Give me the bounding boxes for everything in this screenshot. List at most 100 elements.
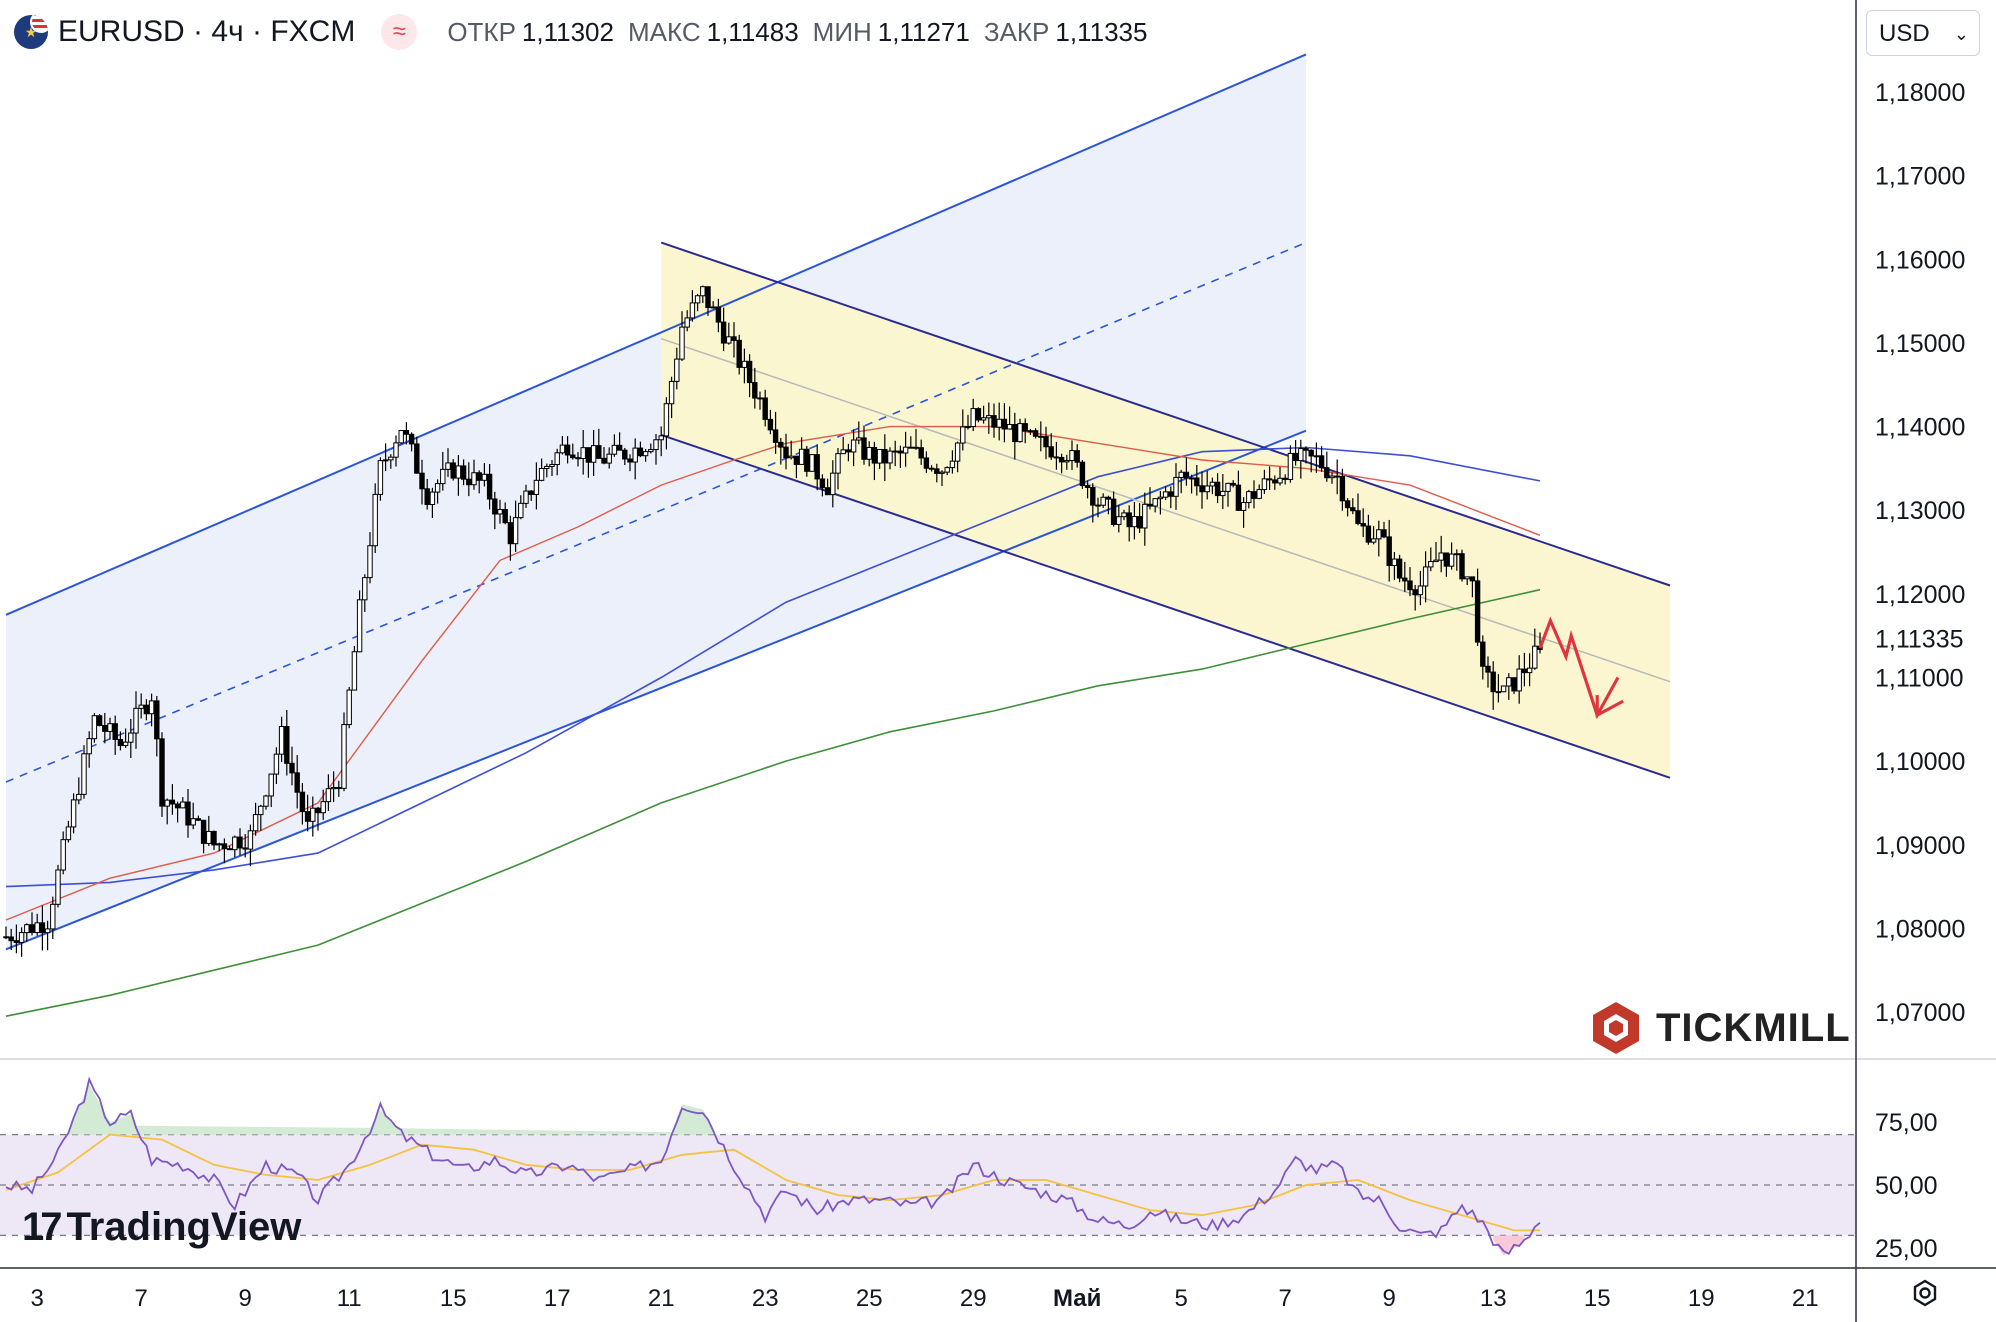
candle: [1147, 503, 1153, 507]
candle: [502, 509, 508, 524]
candle: [845, 449, 852, 453]
rising-channel-fill: [6, 54, 1306, 950]
candle: [908, 446, 914, 449]
candle: [24, 924, 30, 934]
candles: [3, 285, 1543, 957]
candle: [284, 726, 290, 764]
candle: [585, 447, 592, 463]
candle: [1396, 558, 1403, 579]
candle: [96, 715, 103, 726]
candle: [195, 818, 202, 821]
candle: [783, 446, 789, 459]
candle: [81, 753, 87, 795]
ma-mid-line: [5, 446, 1541, 888]
candle: [50, 903, 56, 930]
chevron-down-icon: ⌄: [1953, 24, 1969, 44]
wave-icon[interactable]: ≈: [381, 14, 418, 50]
candle: [1053, 456, 1060, 459]
ma-slow-line: [5, 588, 1541, 1017]
rising-channel-lower: [5, 429, 1307, 951]
time-tick-label: 3: [31, 1285, 44, 1312]
candle: [1012, 424, 1018, 443]
symbol-title[interactable]: EURUSD · 4ч · FXCM: [58, 15, 356, 48]
candle: [1272, 479, 1278, 484]
ma-fast-line: [5, 425, 1541, 921]
candle: [674, 358, 680, 382]
candle: [76, 793, 82, 801]
candle: [304, 811, 311, 822]
candle: [1142, 503, 1148, 529]
candle: [1495, 691, 1502, 694]
candle: [299, 791, 306, 813]
gear-icon[interactable]: [1910, 1278, 1940, 1308]
time-tick-label: 7: [135, 1285, 148, 1312]
candle: [1084, 485, 1091, 488]
currency-select[interactable]: USD ⌄: [1866, 10, 1980, 56]
candle: [928, 467, 935, 470]
candle: [850, 439, 857, 453]
candle: [991, 415, 997, 428]
candle: [1402, 577, 1408, 582]
price-tick-label: 1,08000: [1875, 915, 1965, 943]
time-tick-label: 15: [1584, 1285, 1611, 1312]
candle: [538, 467, 545, 481]
candle: [653, 439, 659, 451]
candle: [1521, 668, 1528, 674]
candle: [1318, 455, 1325, 469]
candle: [679, 326, 685, 360]
main-pane[interactable]: [3, 53, 1671, 1017]
candle: [70, 799, 77, 828]
candle: [325, 788, 332, 803]
candle: [1526, 667, 1533, 674]
candle: [512, 517, 519, 545]
candle: [1220, 490, 1226, 497]
candle: [39, 922, 46, 934]
candle: [892, 450, 898, 453]
candle: [887, 450, 893, 464]
candle: [1443, 552, 1450, 567]
candle: [440, 468, 446, 485]
candle: [1360, 523, 1366, 527]
candle: [1038, 435, 1044, 438]
time-tick-label: 23: [752, 1285, 779, 1312]
candle: [778, 441, 784, 448]
candle: [1230, 482, 1236, 486]
candle: [1188, 477, 1195, 480]
candle: [362, 577, 368, 601]
candle: [320, 801, 326, 814]
ohlc-close-value: 1,11335: [1055, 16, 1148, 47]
time-tick-label: 21: [648, 1285, 675, 1312]
rsi-pane[interactable]: [0, 1076, 1856, 1256]
candle: [273, 753, 280, 775]
tickmill-text: TICKMILL: [1656, 1005, 1851, 1050]
time-tick-label: 9: [239, 1285, 252, 1312]
candle: [804, 448, 810, 472]
candle: [1454, 553, 1460, 556]
candle: [1506, 677, 1512, 687]
candle: [1329, 475, 1335, 479]
time-tick-label: 15: [440, 1285, 467, 1312]
candle: [1308, 449, 1314, 457]
candle: [91, 715, 98, 740]
candle: [533, 479, 540, 495]
candle: [1355, 510, 1361, 525]
candle: [746, 360, 753, 384]
candle: [445, 462, 451, 470]
candle: [767, 418, 774, 431]
candle: [164, 799, 170, 807]
candle: [1173, 476, 1179, 497]
candle: [466, 478, 472, 486]
price-tick-label: 1,09000: [1875, 832, 1965, 860]
candle: [294, 772, 300, 793]
candle: [1048, 446, 1054, 458]
candle: [372, 493, 378, 547]
candle: [866, 446, 872, 460]
candle: [1090, 486, 1096, 506]
candle: [736, 339, 742, 368]
candle: [726, 336, 732, 344]
candle: [408, 433, 415, 445]
candle: [211, 830, 217, 846]
candle: [174, 803, 181, 809]
candle: [715, 306, 722, 323]
